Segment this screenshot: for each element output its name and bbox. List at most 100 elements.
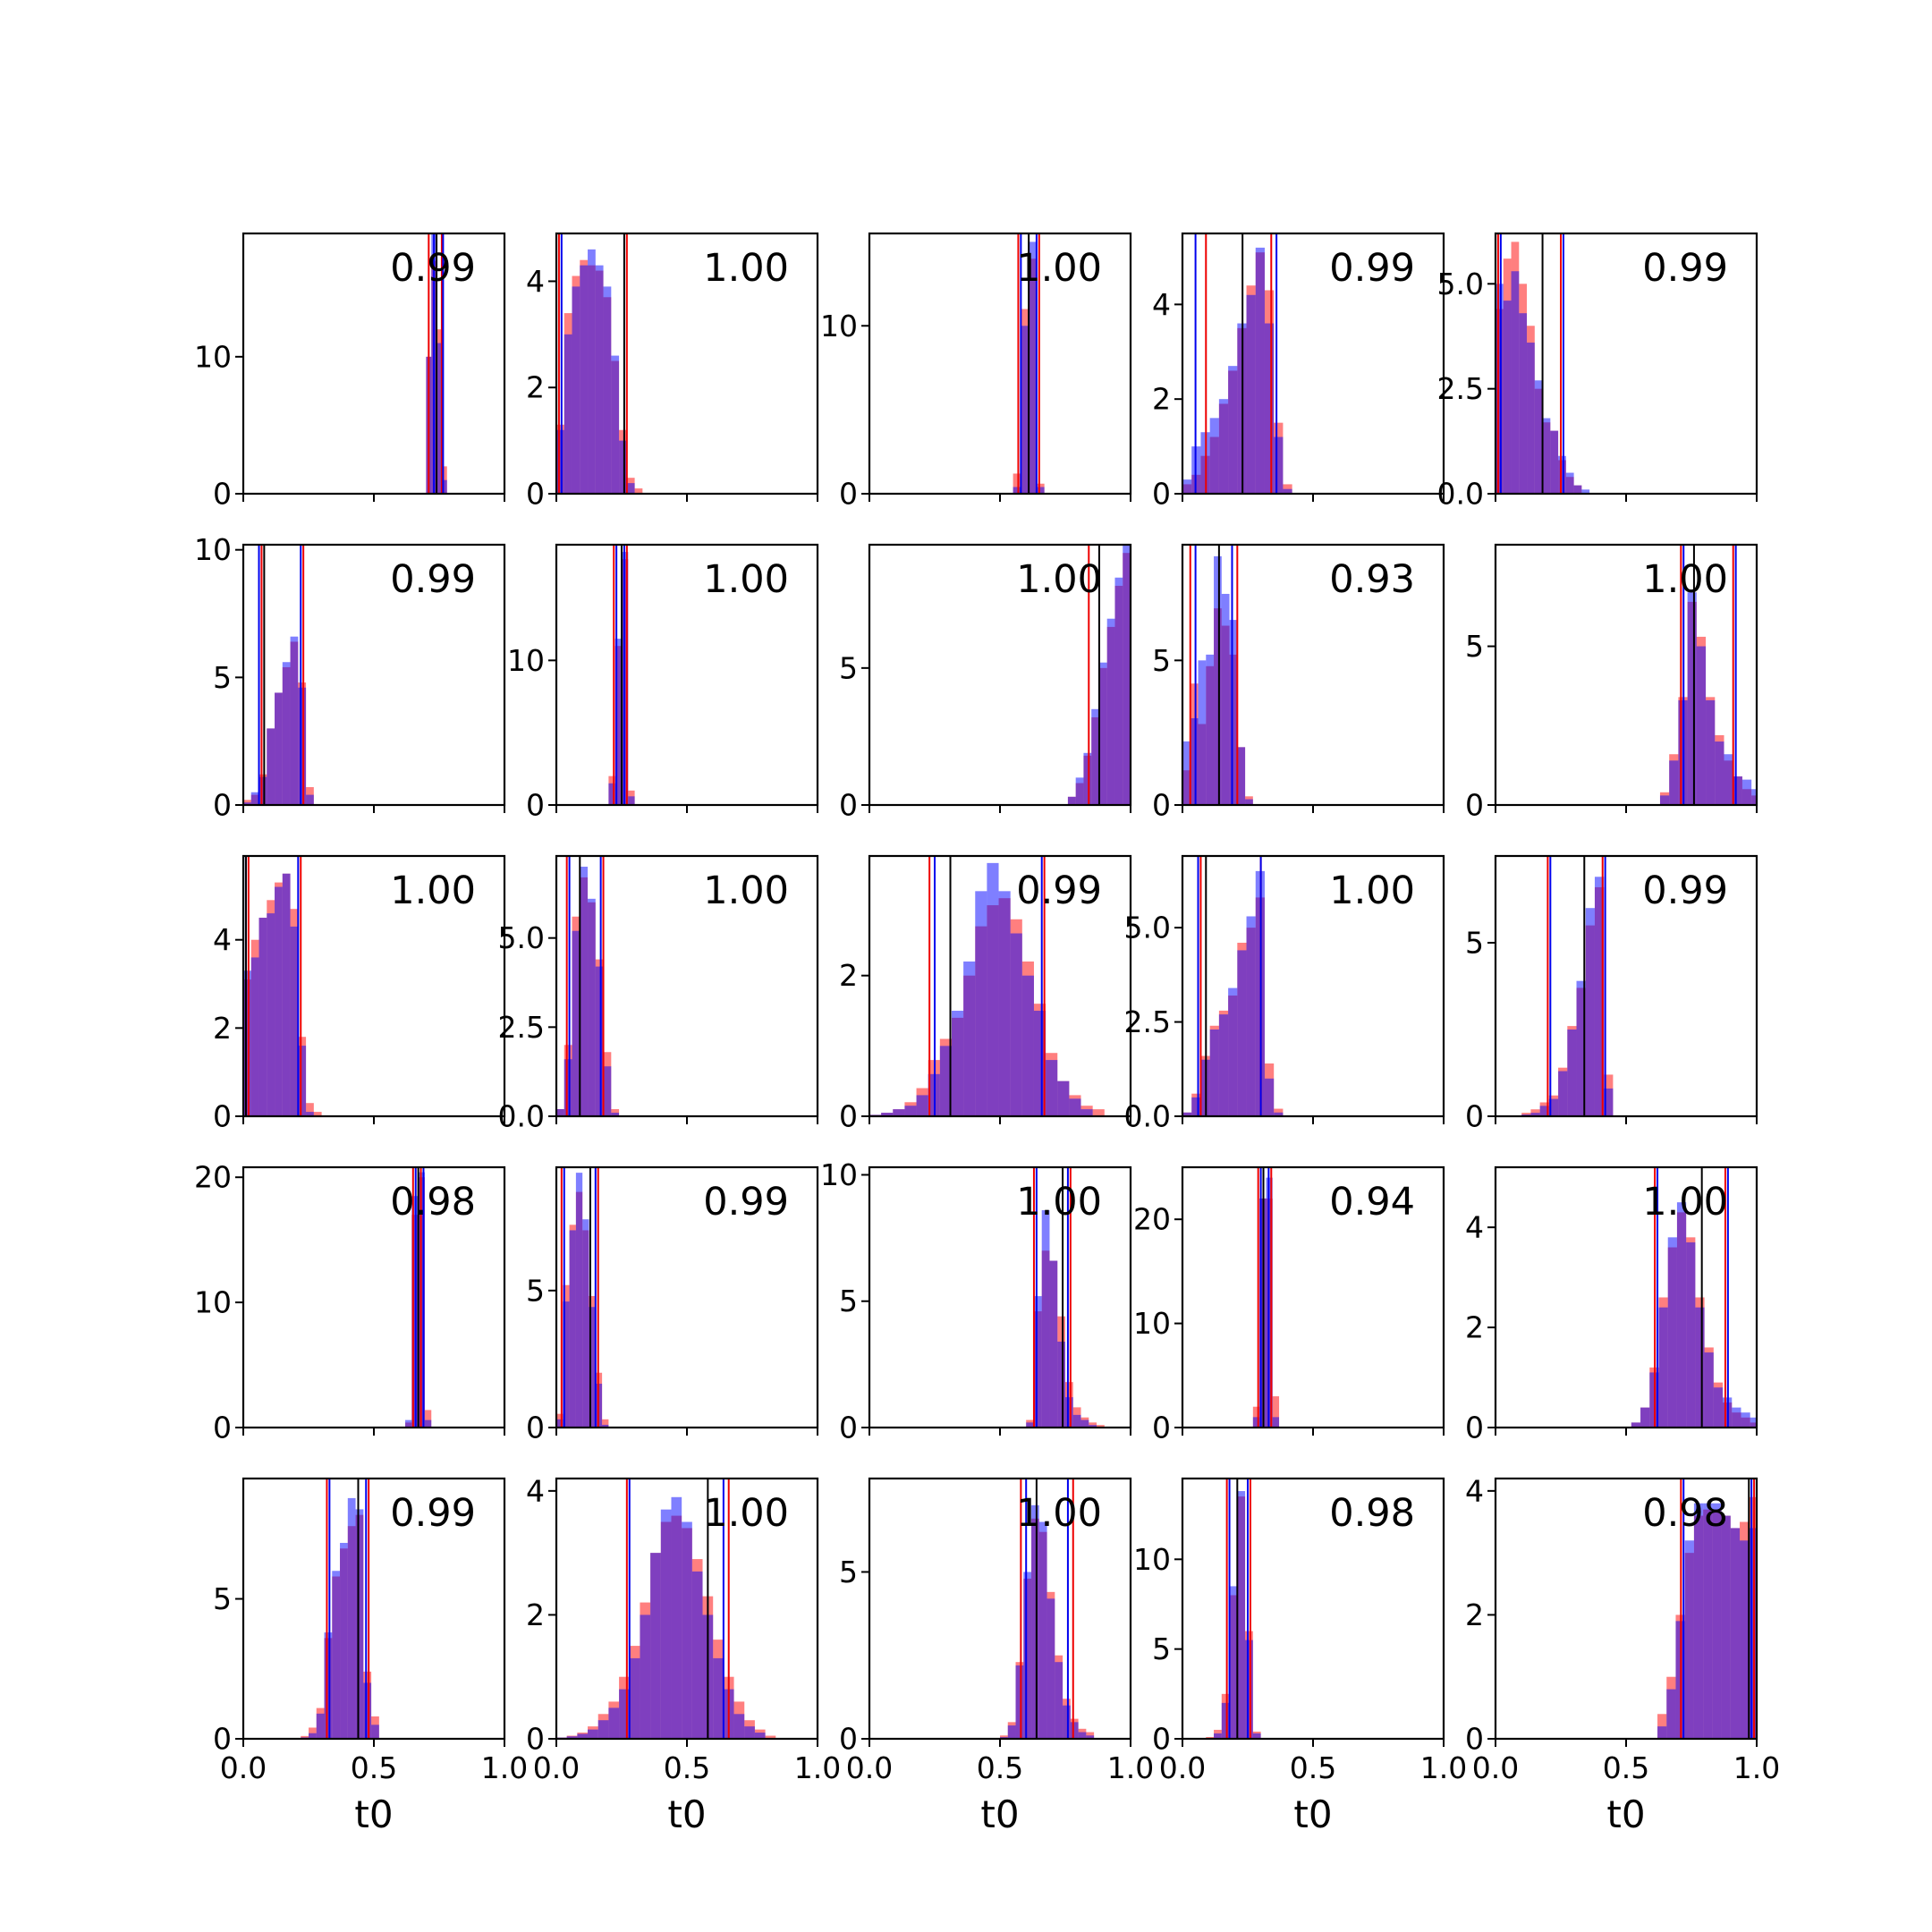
plot-area [556, 233, 643, 494]
subplot-3-1: 050.99 [526, 1165, 819, 1445]
y-tick-label: 5 [213, 1581, 232, 1616]
blue-histogram-bar [424, 1419, 432, 1428]
blue-histogram-bar [243, 802, 251, 805]
plot-area [1252, 1167, 1280, 1428]
plot-area [556, 1167, 609, 1428]
blue-histogram-bar [939, 1046, 952, 1116]
y-tick-label: 5 [839, 1555, 858, 1589]
panel-value-label: 1.00 [1016, 1491, 1102, 1536]
blue-histogram-bar [290, 926, 299, 1116]
y-tick-label: 0 [1465, 1722, 1484, 1757]
y-tick-label: 5.0 [1437, 267, 1484, 301]
blue-histogram-bar [1031, 1504, 1039, 1739]
blue-histogram-bar [1182, 1112, 1192, 1116]
y-tick-label: 0 [213, 1099, 232, 1134]
blue-histogram-bar [1721, 1515, 1731, 1739]
blue-histogram-bar [564, 334, 572, 494]
y-tick-label: 2 [1152, 382, 1171, 417]
plot-area [556, 1479, 776, 1739]
red-histogram-bar [313, 1112, 322, 1116]
blue-histogram-bar [1585, 908, 1595, 1116]
x-tick-label: 1.0 [481, 1750, 528, 1785]
y-tick-label: 0 [213, 477, 232, 512]
blue-histogram-bar [1730, 1528, 1741, 1739]
blue-histogram-bar [1693, 1503, 1704, 1739]
blue-histogram-bar [1749, 1528, 1757, 1739]
blue-histogram-bar [975, 891, 987, 1116]
plot-area [1000, 1479, 1095, 1739]
blue-histogram-bar [1206, 654, 1215, 805]
blue-histogram-bar [1091, 708, 1099, 805]
blue-histogram-bar [1631, 1422, 1641, 1428]
blue-histogram-bar [1511, 271, 1520, 494]
subplot-4-2: 0 5 0.0 0.5 1.0 t0 1.00 [839, 1477, 1154, 1836]
y-tick-label: 2.5 [498, 1010, 545, 1045]
blue-histogram-bar [436, 343, 442, 494]
y-tick-label: 5.0 [498, 920, 545, 955]
blue-histogram-bar [1669, 760, 1679, 805]
y-tick-label: 20 [194, 1160, 232, 1195]
blue-histogram-bar [744, 1726, 755, 1739]
plot-area [1013, 233, 1045, 494]
blue-histogram-bar [1075, 777, 1084, 805]
y-tick-label: 4 [526, 1473, 545, 1508]
y-tick-label: 5 [213, 660, 232, 695]
blue-histogram-bar [1072, 1414, 1081, 1428]
panel-value-label: 0.99 [1016, 869, 1102, 913]
blue-histogram-bar [588, 898, 596, 1116]
blue-histogram-bar [1640, 1407, 1650, 1428]
red-histogram-bar [424, 1410, 432, 1428]
blue-histogram-bar [1123, 545, 1131, 805]
blue-histogram-bar [1046, 1060, 1058, 1116]
blue-histogram-bar [1534, 380, 1543, 494]
panel-value-label: 0.99 [1329, 246, 1415, 291]
blue-histogram-bar [608, 783, 615, 805]
blue-histogram-bar [619, 1689, 630, 1739]
blue-histogram-bar [1274, 436, 1284, 494]
panel-value-label: 1.00 [1642, 1180, 1728, 1224]
y-tick-label: 2 [839, 958, 858, 993]
y-tick-label: 0 [1152, 477, 1171, 512]
blue-histogram-bar [580, 265, 589, 494]
plot-area [243, 545, 314, 805]
blue-histogram-bar [1530, 1113, 1540, 1116]
y-tick-label: 5 [1152, 643, 1171, 678]
blue-histogram-bar [1252, 1417, 1260, 1428]
x-axis-label: t0 [980, 1792, 1019, 1836]
blue-histogram-bar [602, 1424, 609, 1428]
plot-area [1182, 545, 1253, 805]
x-axis-label: t0 [1606, 1792, 1645, 1836]
blue-histogram-bar [572, 286, 580, 494]
blue-histogram-bar [1741, 779, 1752, 805]
blue-histogram-bar [1283, 488, 1292, 494]
blue-histogram-bar [1558, 1071, 1568, 1116]
x-tick-label: 0.0 [846, 1750, 893, 1785]
blue-histogram-bar [1565, 472, 1574, 494]
blue-histogram-bar [1229, 620, 1238, 805]
blue-histogram-bar [1539, 1106, 1549, 1116]
blue-histogram-bar [1750, 1417, 1757, 1428]
x-tick-label: 1.0 [794, 1750, 841, 1785]
blue-histogram-bar [963, 961, 976, 1116]
blue-histogram-bar [1704, 1352, 1714, 1428]
blue-histogram-bar [1065, 1397, 1073, 1428]
blue-histogram-bar [1751, 789, 1757, 805]
blue-histogram-bar [595, 265, 604, 494]
y-tick-label: 0 [1152, 788, 1171, 823]
panel-value-label: 0.99 [390, 1491, 476, 1536]
blue-histogram-bar [1191, 1097, 1201, 1116]
y-tick-label: 10 [1133, 1542, 1171, 1577]
blue-histogram-bar [1013, 487, 1021, 494]
panel-value-label: 1.00 [703, 557, 789, 602]
subplot-1-2: 051.00 [839, 543, 1132, 823]
blue-histogram-bar [1026, 1422, 1034, 1428]
x-tick-label: 0.5 [1603, 1750, 1649, 1785]
y-tick-label: 10 [820, 309, 858, 343]
plot-area [869, 856, 1105, 1116]
y-tick-label: 4 [1152, 287, 1171, 322]
plot-area [1182, 856, 1284, 1116]
blue-histogram-bar [1221, 593, 1230, 805]
blue-histogram-bar [258, 776, 267, 805]
panel-value-label: 1.00 [1642, 557, 1728, 602]
blue-histogram-bar [1033, 1296, 1042, 1428]
